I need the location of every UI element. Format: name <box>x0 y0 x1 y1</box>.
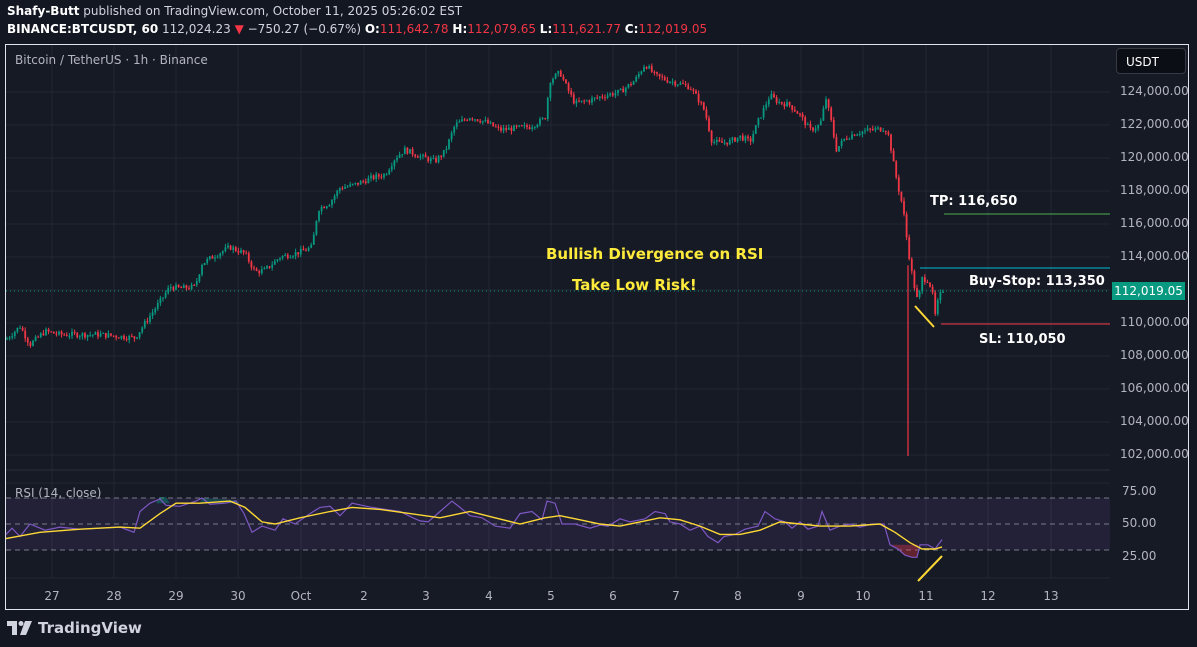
price-axis-label: 114,000.00 <box>1120 249 1189 263</box>
time-axis-label: 2 <box>360 589 368 603</box>
grid-lines <box>6 45 1110 579</box>
open-label: O: <box>364 22 380 36</box>
price-axis-label: 120,000.00 <box>1120 150 1189 164</box>
symbol: BINANCE:BTCUSDT, 60 <box>7 22 159 36</box>
annotation-risk: Take Low Risk! <box>572 276 697 294</box>
time-axis-label: 30 <box>230 589 246 603</box>
annotation-divergence: Bullish Divergence on RSI <box>546 245 764 263</box>
high-value: 112,079.65 <box>467 22 536 36</box>
time-axis-label: 4 <box>485 589 493 603</box>
chart-frame <box>5 44 1189 610</box>
down-arrow-icon: ▼ <box>234 22 244 36</box>
time-axis-label: Oct <box>290 589 312 603</box>
high-label: H: <box>452 22 468 36</box>
brand-name: TradingView <box>38 619 142 637</box>
time-axis-label: 9 <box>797 589 805 603</box>
time-axis-label: 7 <box>672 589 680 603</box>
open-value: 111,642.78 <box>379 22 449 36</box>
publish-info: Shafy-Butt published on TradingView.com,… <box>7 4 462 18</box>
time-axis-label: 13 <box>1043 589 1059 603</box>
rsi-axis-label: 50.00 <box>1122 516 1157 530</box>
price-axis-label: 124,000.00 <box>1120 84 1189 98</box>
rsi-lines <box>5 496 943 558</box>
currency-button[interactable]: USDT <box>1116 48 1186 74</box>
time-axis-label: 10 <box>855 589 871 603</box>
rsi-axis-label: 75.00 <box>1122 484 1157 498</box>
time-axis-label: 28 <box>106 589 122 603</box>
close-value: 112,019.05 <box>638 22 708 36</box>
time-axis-label: 8 <box>734 589 742 603</box>
tp-label: TP: 116,650 <box>930 194 1018 209</box>
published-text: published on TradingView.com, October 11… <box>83 4 463 18</box>
low-label: L: <box>539 22 553 36</box>
price-axis-label: 102,000.00 <box>1120 447 1189 461</box>
price-change: −750.27 (−0.67%) <box>247 22 362 36</box>
time-axis-label: 5 <box>547 589 555 603</box>
low-value: 111,621.77 <box>552 22 621 36</box>
time-axis-label: 3 <box>422 589 430 603</box>
rsi-band-lines <box>6 497 1110 551</box>
time-axis-label: 29 <box>168 589 184 603</box>
rsi-divergence-trendline <box>917 555 943 582</box>
buy-stop-label: Buy-Stop: 113,350 <box>969 274 1105 289</box>
rsi-axis-label: 25.00 <box>1122 549 1157 563</box>
time-axis-label: 27 <box>44 589 60 603</box>
price-axis-label: 104,000.00 <box>1120 414 1189 428</box>
close-label: C: <box>624 22 639 36</box>
price-axis-label: 106,000.00 <box>1120 381 1189 395</box>
price-divergence-trendline <box>914 305 935 328</box>
time-axis-label: 6 <box>609 589 617 603</box>
tradingview-logo-icon <box>7 621 32 635</box>
price-axis-label: 122,000.00 <box>1120 117 1189 131</box>
sl-label: SL: 110,050 <box>979 332 1066 347</box>
candlesticks <box>6 63 944 456</box>
time-axis-label: 11 <box>918 589 934 603</box>
symbol-info-bar: BINANCE:BTCUSDT, 60 112,024.23 ▼ −750.27… <box>7 22 707 36</box>
price-axis-label: 110,000.00 <box>1120 315 1189 329</box>
rsi-title: RSI (14, close) <box>15 486 102 500</box>
price-axis-label: 116,000.00 <box>1120 216 1189 230</box>
price-axis-label: 108,000.00 <box>1120 348 1189 362</box>
price-axis-label: 118,000.00 <box>1120 183 1189 197</box>
last-price-tag: 112,019.05 <box>1112 282 1185 300</box>
tradingview-logo[interactable]: TradingView <box>7 619 142 637</box>
last-price: 112,024.23 <box>162 22 231 36</box>
author: Shafy-Butt <box>7 4 80 18</box>
time-axis-label: 12 <box>980 589 996 603</box>
chart-title: Bitcoin / TetherUS · 1h · Binance <box>15 53 208 67</box>
